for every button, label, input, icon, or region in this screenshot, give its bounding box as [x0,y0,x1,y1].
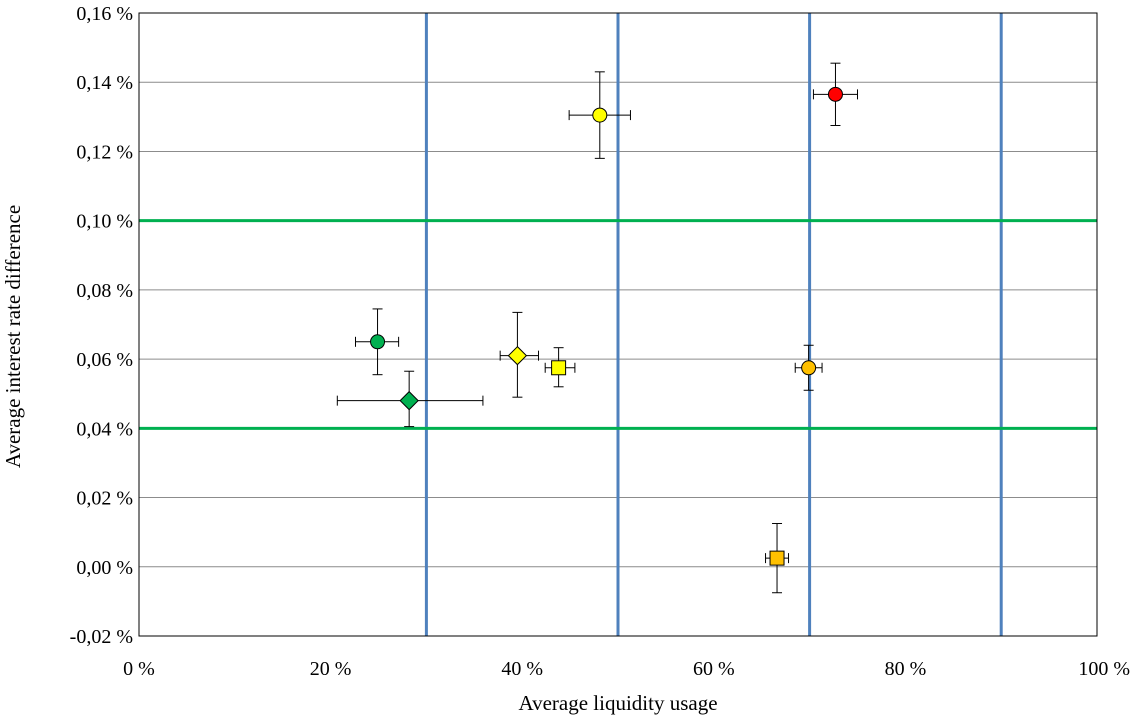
square-marker [769,550,785,566]
x-tick-label: 100 % [1078,658,1130,680]
error-bars [336,62,858,594]
y-tick-label: 0,00 % [76,557,133,579]
y-tick-label: -0,02 % [70,626,133,648]
y-tick-label: 0,12 % [76,141,133,163]
data-points [370,86,843,566]
y-tick-label: 0,08 % [76,280,133,302]
y-axis-title: Average interest rate difference [1,205,25,468]
x-tick-label: 80 % [885,658,927,680]
plot-area-frame [138,12,1098,637]
y-tick-label: 0,10 % [76,211,133,233]
y-axis-tick-labels: -0,02 % 0,00 % 0,02 % 0,04 % 0,06 % 0,08 % 0,1… [70,3,133,648]
square-marker [551,360,567,376]
error-bar [355,308,400,376]
diamond-marker [399,390,419,411]
x-tick-label: 0 % [123,658,155,680]
circle-marker [801,360,817,376]
x-axis-tick-labels: 0 % 20 % 40 % 60 % 80 % 100 % [123,658,1130,680]
circle-marker [827,86,843,102]
circle-marker [370,334,386,350]
reference-lines [139,13,1097,636]
diamond-marker [507,345,528,366]
x-tick-label: 60 % [693,658,735,680]
x-axis-title: Average liquidity usage [518,691,717,715]
y-tick-label: 0,14 % [76,72,133,94]
x-tick-label: 20 % [310,658,352,680]
y-tick-label: 0,16 % [76,3,133,25]
circle-marker [592,107,608,123]
y-tick-label: 0,04 % [76,418,133,440]
y-tick-label: 0,06 % [76,349,133,371]
y-tick-label: 0,02 % [76,488,133,510]
x-tick-label: 40 % [501,658,543,680]
